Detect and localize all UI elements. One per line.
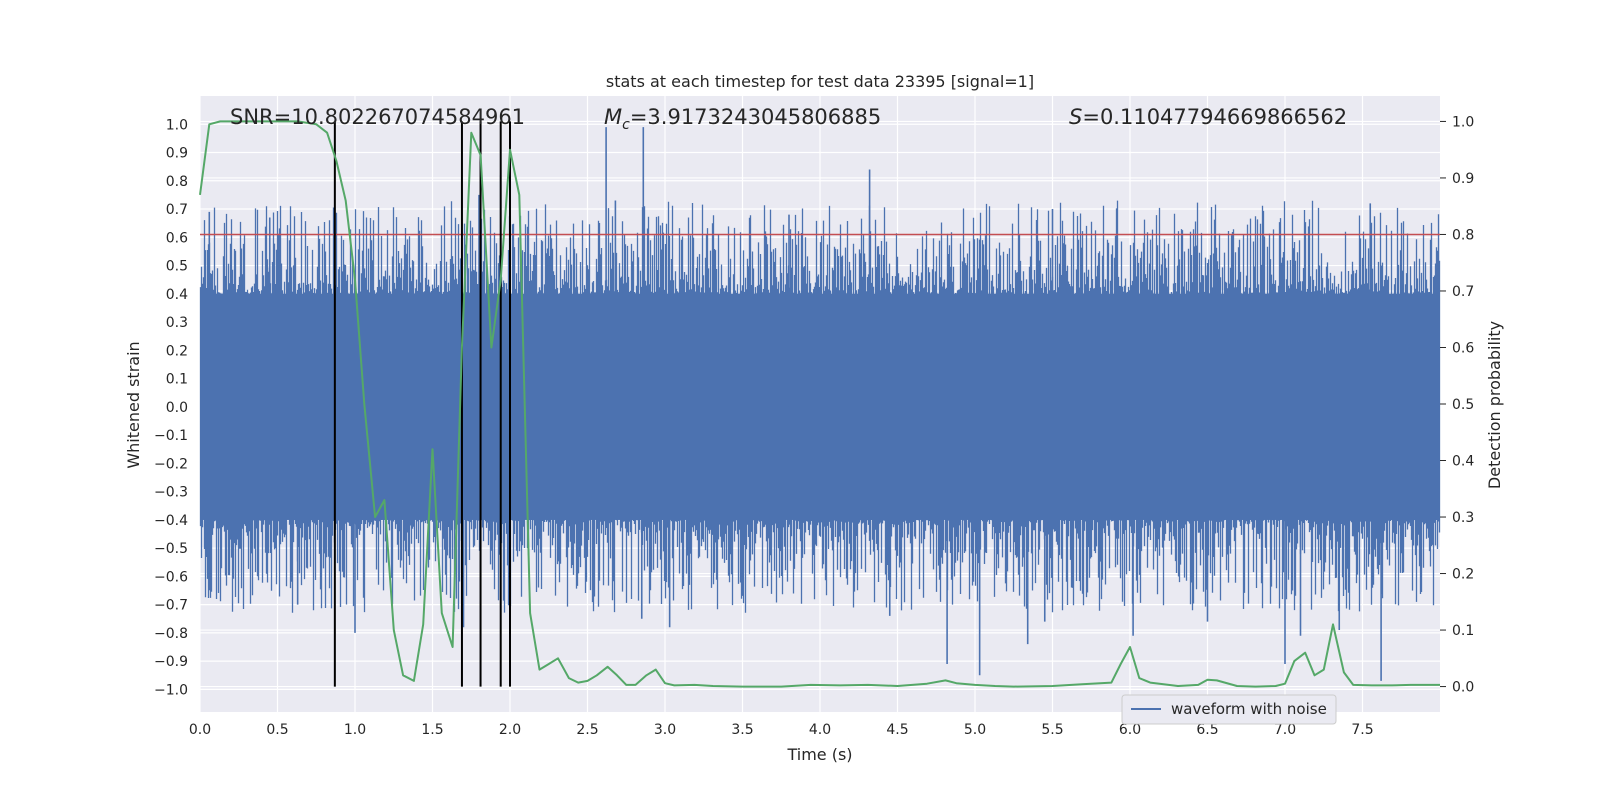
y-tick-label: 0.8 <box>166 174 188 190</box>
detection-markers <box>333 121 511 687</box>
y-tick-label: 0.6 <box>166 230 188 246</box>
chirp-mass-value: =3.9173243045806885 <box>630 105 881 129</box>
x-tick-label: 1.5 <box>421 722 443 738</box>
y2-tick-label: 1.0 <box>1452 114 1474 130</box>
y2-tick-label: 0.3 <box>1452 510 1474 526</box>
axis-ticks: 0.0 0.5 1.0 1.5 2.0 2.5 3.0 3.5 4.0 4.5 5.0 5.5 6.0 6… <box>154 114 1474 738</box>
y-tick-label: −0.1 <box>154 428 188 444</box>
y2-axis-label: Detection probability <box>1485 321 1504 489</box>
y-tick-label: 0.4 <box>166 287 188 303</box>
x-tick-label: 3.5 <box>731 722 753 738</box>
s-symbol: S <box>1069 105 1082 129</box>
chirp-mass-symbol: M <box>604 105 622 129</box>
x-tick-label: 0.5 <box>266 722 288 738</box>
y-tick-label: −1.0 <box>154 682 188 698</box>
chirp-mass-subscript: c <box>622 117 630 133</box>
chirp-mass-annotation: Mc=3.9173243045806885 <box>604 105 881 133</box>
x-tick-label: 5.5 <box>1041 722 1063 738</box>
x-tick-label: 2.5 <box>576 722 598 738</box>
x-tick-label: 4.5 <box>886 722 908 738</box>
y-tick-label: −0.2 <box>154 456 188 472</box>
x-axis-label: Time (s) <box>786 745 852 764</box>
y-tick-label: 0.2 <box>166 343 188 359</box>
y-tick-label: 0.1 <box>166 372 188 388</box>
y-axis-label: Whitened strain <box>124 341 143 468</box>
y2-tick-label: 0.1 <box>1452 623 1474 639</box>
y2-tick-label: 0.8 <box>1452 227 1474 243</box>
snr-annotation: SNR=10.802267074584961 <box>230 105 525 129</box>
y2-tick-label: 0.5 <box>1452 397 1474 413</box>
legend: waveform with noise <box>1121 694 1337 725</box>
x-tick-label: 1.0 <box>344 722 366 738</box>
x-tick-label: 7.5 <box>1351 722 1373 738</box>
s-annotation: S=0.11047794669866562 <box>1069 105 1347 129</box>
x-tick-label: 2.0 <box>499 722 521 738</box>
legend-box <box>1121 694 1337 725</box>
y-tick-label: −0.7 <box>154 598 188 614</box>
y-tick-label: 0.0 <box>166 400 188 416</box>
y-tick-label: −0.8 <box>154 626 188 642</box>
legend-label: waveform with noise <box>1171 700 1327 718</box>
y2-tick-label: 0.0 <box>1452 680 1474 696</box>
x-tick-label: 7.0 <box>1274 722 1296 738</box>
x-tick-label: 6.5 <box>1196 722 1218 738</box>
y-tick-label: −0.3 <box>154 485 188 501</box>
x-tick-label: 4.0 <box>809 722 831 738</box>
y-tick-label: 0.5 <box>166 259 188 275</box>
y2-tick-label: 0.9 <box>1452 171 1474 187</box>
chart-title: stats at each timestep for test data 233… <box>606 72 1034 91</box>
x-tick-label: 6.0 <box>1119 722 1141 738</box>
probability-line <box>199 120 1440 688</box>
x-tick-label: 5.0 <box>964 722 986 738</box>
y-tick-label: 0.3 <box>166 315 188 331</box>
probability-series <box>199 120 1440 688</box>
x-tick-label: 3.0 <box>654 722 676 738</box>
x-tick-label: 0.0 <box>189 722 211 738</box>
y2-tick-label: 0.4 <box>1452 454 1474 470</box>
waveform-core <box>200 293 1440 520</box>
y2-tick-label: 0.2 <box>1452 567 1474 583</box>
y-tick-label: −0.6 <box>154 569 188 585</box>
y-tick-label: 0.9 <box>166 146 188 162</box>
y-tick-label: −0.5 <box>154 541 188 557</box>
y-tick-label: −0.9 <box>154 654 188 670</box>
y-tick-label: 1.0 <box>166 117 188 133</box>
y2-tick-label: 0.6 <box>1452 340 1474 356</box>
waveform-series <box>199 127 1441 681</box>
s-value: =0.11047794669866562 <box>1082 105 1347 129</box>
y-tick-label: −0.4 <box>154 513 188 529</box>
y2-tick-label: 0.7 <box>1452 284 1474 300</box>
y-tick-label: 0.7 <box>166 202 188 218</box>
